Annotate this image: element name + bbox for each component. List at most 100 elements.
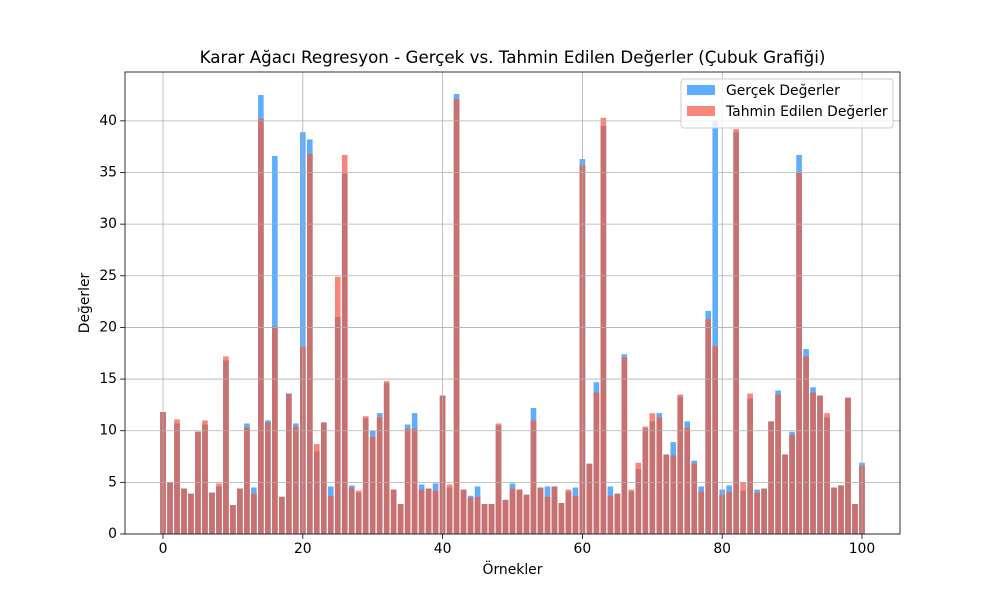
bar-overlap-29: [362, 418, 369, 534]
legend-label-actual: Gerçek Değerler: [726, 83, 840, 99]
bar-overlap-24: [327, 495, 334, 534]
bar-overlap-25: [334, 317, 341, 534]
bar-overlap-99: [852, 504, 858, 534]
bar-overlap-27: [348, 487, 355, 534]
bar-overlap-22: [313, 451, 320, 534]
y-axis-label: Değerler: [77, 272, 93, 333]
bar-overlap-71: [656, 417, 663, 534]
bar-overlap-48: [495, 425, 502, 534]
y-tick-label: 30: [99, 216, 117, 232]
bar-overlap-92: [803, 356, 809, 534]
bar-overlap-85: [754, 492, 760, 534]
bar-overlap-39: [432, 490, 439, 534]
bar-overlap-75: [684, 427, 691, 534]
bar-overlap-30: [369, 436, 376, 534]
bar-overlap-1: [167, 482, 173, 534]
y-tick-label: 35: [99, 164, 117, 180]
bar-overlap-88: [775, 394, 781, 534]
bar-overlap-34: [397, 504, 404, 534]
bar-overlap-38: [425, 488, 432, 534]
x-axis-label: Örnekler: [483, 560, 543, 578]
bar-overlap-56: [551, 486, 558, 534]
bar-overlap-77: [698, 491, 705, 534]
bar-overlap-95: [824, 417, 830, 534]
grid-layer: [125, 72, 900, 535]
bar-overlap-4: [188, 493, 194, 534]
bar-overlap-67: [628, 491, 635, 534]
bar-overlap-35: [404, 428, 411, 534]
bar-overlap-68: [635, 468, 642, 534]
bar-overlap-81: [726, 491, 732, 534]
bar-overlap-42: [453, 99, 460, 535]
bar-overlap-61: [586, 463, 593, 534]
bar-overlap-86: [761, 488, 767, 534]
bar-overlap-43: [460, 489, 467, 534]
bar-overlap-18: [286, 393, 292, 534]
bar-overlap-13: [251, 493, 257, 534]
bar-overlap-49: [502, 499, 509, 534]
bar-overlap-98: [845, 397, 851, 534]
bar-overlap-62: [593, 392, 600, 534]
bar-overlap-69: [642, 428, 649, 534]
bar-overlap-90: [789, 434, 795, 534]
bar-overlap-2: [174, 423, 180, 534]
bar-overlap-66: [621, 357, 628, 534]
bar-overlap-65: [614, 493, 621, 534]
x-tick-label: 60: [574, 541, 592, 557]
bar-overlap-17: [279, 496, 285, 534]
bar-overlap-73: [670, 455, 677, 534]
bar-overlap-8: [216, 486, 222, 534]
bar-overlap-44: [467, 497, 474, 534]
bar-overlap-74: [677, 396, 684, 534]
bar-overlap-5: [195, 431, 201, 534]
bar-overlap-89: [782, 454, 788, 534]
bar-overlap-97: [838, 485, 844, 534]
bar-overlap-84: [747, 398, 753, 534]
bar-overlap-87: [768, 421, 774, 534]
bar-overlap-76: [691, 463, 698, 534]
x-tick-label: 0: [159, 541, 168, 557]
bar-overlap-3: [181, 488, 187, 534]
y-tick-label: 0: [108, 526, 117, 542]
bar-overlap-51: [516, 489, 523, 534]
bar-overlap-94: [817, 395, 823, 534]
bar-overlap-46: [481, 504, 488, 534]
legend-patch-actual: [687, 85, 715, 95]
bar-overlap-45: [474, 496, 481, 534]
legend-patch-predicted: [687, 106, 715, 116]
bar-overlap-41: [446, 487, 453, 534]
x-tick-label: 100: [849, 541, 876, 557]
bar-overlap-82: [733, 132, 739, 535]
bar-overlap-9: [223, 360, 229, 534]
bar-overlap-91: [796, 172, 802, 534]
bar-overlap-23: [320, 422, 327, 534]
bar-overlap-53: [530, 420, 537, 534]
y-tick-label: 10: [99, 423, 117, 439]
bar-overlap-28: [355, 492, 362, 534]
bar-overlap-72: [663, 454, 670, 534]
bar-overlap-16: [272, 326, 278, 534]
bar-overlap-7: [209, 492, 215, 534]
bar-overlap-57: [558, 503, 565, 534]
bar-overlap-32: [383, 383, 390, 534]
bar-overlap-33: [390, 489, 397, 534]
legend-label-predicted: Tahmin Edilen Değerler: [725, 104, 888, 120]
bar-overlap-54: [537, 487, 544, 534]
x-tick-label: 40: [434, 541, 452, 557]
bar-overlap-15: [265, 422, 271, 534]
bar-overlap-58: [565, 491, 572, 534]
axes-frame: [124, 71, 901, 535]
bar-overlap-21: [307, 153, 313, 534]
x-tick-label: 80: [713, 541, 731, 557]
bar-overlap-93: [810, 392, 816, 534]
legend-box: [680, 78, 894, 129]
y-tick-label: 15: [99, 371, 117, 387]
bar-overlap-10: [230, 505, 236, 534]
bar-overlap-64: [607, 495, 614, 534]
bar-overlap-14: [258, 118, 264, 535]
y-tick-label: 25: [99, 268, 117, 284]
bar-overlap-55: [544, 496, 551, 534]
y-tick-label: 40: [99, 113, 117, 129]
bar-overlap-79: [712, 346, 718, 534]
